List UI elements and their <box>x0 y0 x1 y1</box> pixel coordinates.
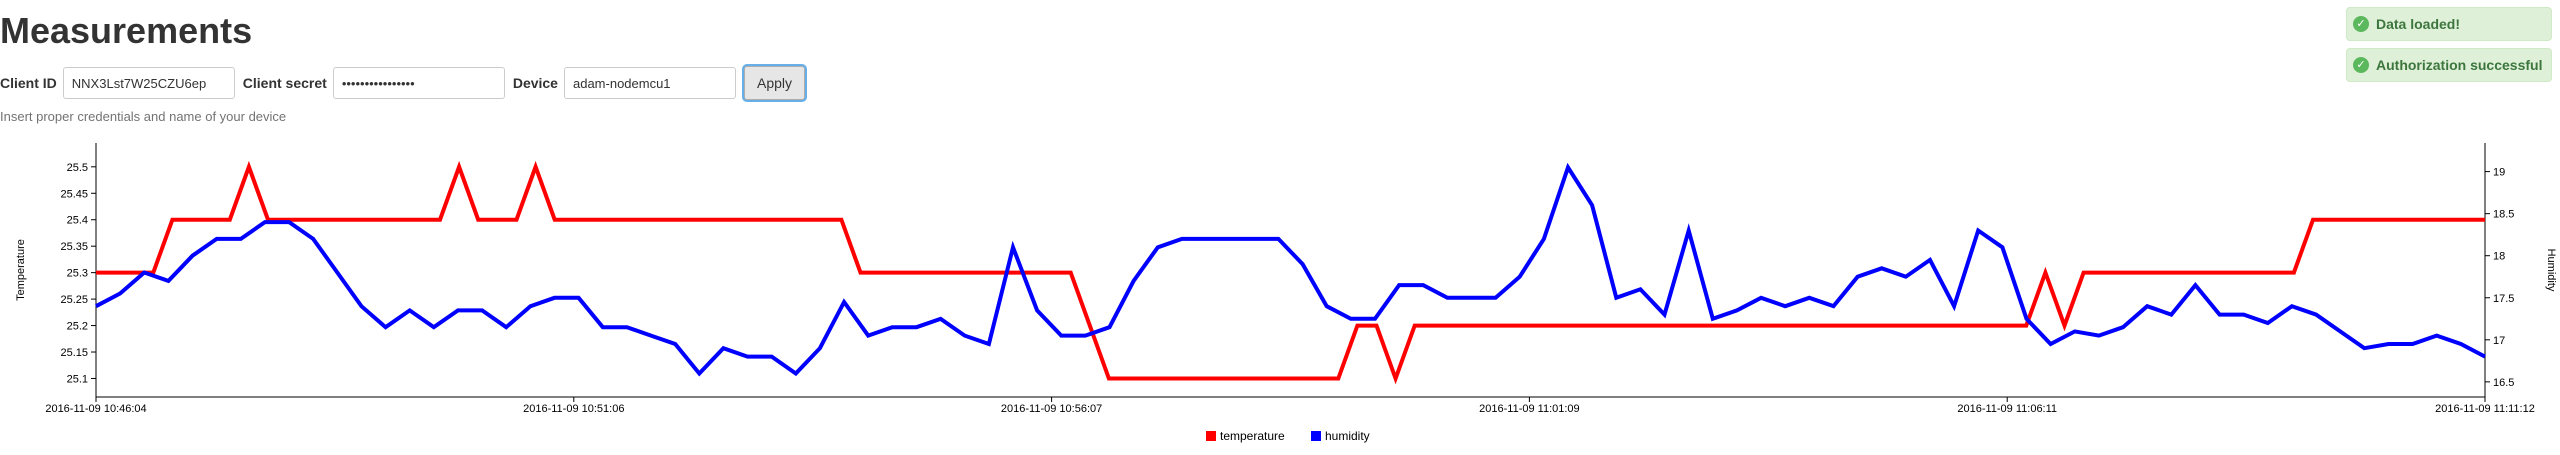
y-left-axis-label: Temperature <box>15 239 27 301</box>
y-right-tick-label: 17.5 <box>2493 293 2514 305</box>
temperature-legend-label: temperature <box>1220 429 1285 443</box>
x-tick-label: 2016-11-09 10:51:06 <box>523 403 624 415</box>
client-secret-input[interactable] <box>332 67 505 99</box>
x-tick-label: 2016-11-09 10:56:07 <box>1001 403 1102 415</box>
temperature-legend-swatch <box>1206 431 1216 441</box>
humidity-legend-swatch <box>1311 431 1321 441</box>
y-left-tick-label: 25.45 <box>60 188 88 200</box>
notification-text: Data loaded! <box>2376 16 2461 32</box>
x-tick-label: 2016-11-09 11:06:11 <box>1957 403 2057 415</box>
y-right-tick-label: 16.5 <box>2493 377 2514 389</box>
data-loaded-notification: ✓ Data loaded! <box>2346 7 2552 41</box>
x-tick-label: 2016-11-09 11:01:09 <box>1479 403 1580 415</box>
chart-axes: 25.1 25.15 25.2 25.25 25.3 25.35 25.4 25.45 25.5… <box>15 143 2557 415</box>
client-secret-label: Client secret <box>242 75 327 91</box>
device-label: Device <box>512 75 558 91</box>
page-title: Measurements <box>0 10 253 51</box>
y-left-tick-label: 25.25 <box>60 294 88 306</box>
temperature-series-line <box>96 160 2485 385</box>
check-circle-icon: ✓ <box>2353 16 2369 32</box>
chart-legend: temperature humidity <box>1206 429 1370 443</box>
y-left-tick-label: 25.5 <box>67 162 88 174</box>
notification-text: Authorization successful <box>2376 57 2543 73</box>
chart-series <box>95 160 2486 385</box>
apply-button[interactable]: Apply <box>743 66 806 100</box>
y-left-tick-label: 25.35 <box>60 241 88 253</box>
humidity-series-line <box>95 162 2486 377</box>
y-right-tick-label: 18.5 <box>2493 209 2514 221</box>
y-right-tick-label: 19 <box>2493 167 2505 179</box>
client-id-input[interactable] <box>62 67 235 99</box>
check-circle-icon: ✓ <box>2353 57 2369 73</box>
y-right-axis-label: Humidity <box>2545 249 2557 292</box>
device-input[interactable] <box>563 67 736 99</box>
y-left-tick-label: 25.2 <box>67 321 88 333</box>
x-tick-label: 2016-11-09 10:46:04 <box>45 403 146 415</box>
client-id-label: Client ID <box>0 75 57 91</box>
x-tick-label: 2016-11-09 11:11:12 <box>2435 403 2535 415</box>
y-right-tick-label: 18 <box>2493 251 2505 263</box>
y-left-tick-label: 25.15 <box>60 347 88 359</box>
y-left-tick-label: 25.4 <box>67 215 88 227</box>
y-left-tick-label: 25.1 <box>67 373 88 385</box>
humidity-legend-label: humidity <box>1325 429 1370 443</box>
y-right-tick-label: 17 <box>2493 335 2505 347</box>
help-text: Insert proper credentials and name of yo… <box>0 109 287 124</box>
measurements-chart: 25.1 25.15 25.2 25.25 25.3 25.35 25.4 25.45 25.5… <box>15 143 2557 443</box>
credentials-form: Client ID Client secret Device Apply <box>0 66 806 100</box>
authorization-notification: ✓ Authorization successful <box>2346 48 2552 82</box>
y-left-tick-label: 25.3 <box>67 268 88 280</box>
